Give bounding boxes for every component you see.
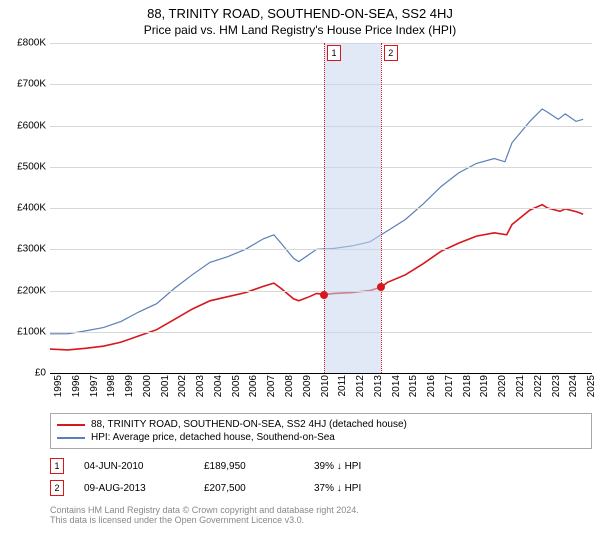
sales-table: 1 04-JUN-2010 £189,950 39% ↓ HPI 2 09-AUG-201…	[50, 455, 592, 499]
attribution-text: Contains HM Land Registry data © Crown c…	[50, 505, 592, 525]
chart-x-tick-label: 2018	[462, 375, 473, 397]
chart-subtitle: Price paid vs. HM Land Registry's House …	[0, 21, 600, 43]
chart-x-tick-label: 2023	[551, 375, 562, 397]
sales-price: £207,500	[204, 483, 294, 494]
chart-marker-label: 2	[384, 45, 398, 61]
sales-price: £189,950	[204, 461, 294, 472]
chart-x-tick-label: 2015	[408, 375, 419, 397]
chart-gridline	[50, 126, 592, 127]
legend-swatch	[57, 437, 85, 439]
sales-marker: 1	[50, 458, 64, 474]
chart-title: 88, TRINITY ROAD, SOUTHEND-ON-SEA, SS2 4…	[0, 0, 600, 21]
chart-x-tick-label: 2009	[302, 375, 313, 397]
chart-y-tick-label: £700K	[17, 79, 46, 90]
chart-x-tick-label: 2014	[391, 375, 402, 397]
chart-x-tick-label: 2017	[444, 375, 455, 397]
sales-row: 2 09-AUG-2013 £207,500 37% ↓ HPI	[50, 477, 592, 499]
chart-x-tick-label: 2008	[284, 375, 295, 397]
chart-x-tick-label: 2011	[337, 375, 348, 397]
chart-x-axis: 1995 1996 1997 1998 1999 2000 2001 2002 2003 2004…	[50, 373, 592, 409]
chart-x-tick-label: 2005	[231, 375, 242, 397]
attribution-line2: This data is licensed under the Open Gov…	[50, 515, 592, 525]
chart-gridline	[50, 84, 592, 85]
chart-x-tick-label: 2013	[373, 375, 384, 397]
chart-x-tick-label: 2000	[142, 375, 153, 397]
chart-series-point	[377, 283, 385, 291]
chart-x-tick-label: 2025	[586, 375, 597, 397]
chart-x-tick-label: 2004	[213, 375, 224, 397]
legend-item: HPI: Average price, detached house, Sout…	[57, 431, 585, 444]
chart-x-tick-label: 2006	[248, 375, 259, 397]
chart-gridline	[50, 167, 592, 168]
chart-marker-line	[381, 43, 382, 373]
chart-x-tick-label: 1996	[71, 375, 82, 397]
chart-x-tick-label: 2010	[320, 375, 331, 397]
legend-label: 88, TRINITY ROAD, SOUTHEND-ON-SEA, SS2 4…	[91, 419, 407, 430]
chart-gridline	[50, 208, 592, 209]
chart-x-tick-label: 2020	[497, 375, 508, 397]
chart-x-tick-label: 2001	[160, 375, 171, 397]
chart-series-line	[50, 205, 583, 350]
chart-gridline	[50, 249, 592, 250]
attribution-line1: Contains HM Land Registry data © Crown c…	[50, 505, 592, 515]
chart-legend: 88, TRINITY ROAD, SOUTHEND-ON-SEA, SS2 4…	[50, 413, 592, 449]
chart-series-point	[320, 291, 328, 299]
sales-date: 04-JUN-2010	[84, 461, 184, 472]
sales-vs-hpi: 39% ↓ HPI	[314, 461, 424, 472]
legend-swatch	[57, 424, 85, 426]
chart-gridline	[50, 332, 592, 333]
chart-x-tick-label: 2003	[195, 375, 206, 397]
chart-y-tick-label: £800K	[17, 38, 46, 49]
chart-y-tick-label: £100K	[17, 326, 46, 337]
sales-row: 1 04-JUN-2010 £189,950 39% ↓ HPI	[50, 455, 592, 477]
legend-item: 88, TRINITY ROAD, SOUTHEND-ON-SEA, SS2 4…	[57, 418, 585, 431]
chart-y-tick-label: £600K	[17, 120, 46, 131]
chart-marker-label: 1	[327, 45, 341, 61]
chart-marker-line	[324, 43, 325, 373]
sales-date: 09-AUG-2013	[84, 483, 184, 494]
chart-x-tick-label: 2024	[568, 375, 579, 397]
chart-y-tick-label: £400K	[17, 203, 46, 214]
chart-x-tick-label: 1999	[124, 375, 135, 397]
chart-y-tick-label: £200K	[17, 285, 46, 296]
chart-x-tick-label: 2022	[533, 375, 544, 397]
chart-x-tick-label: 2002	[177, 375, 188, 397]
chart-x-tick-label: 2012	[355, 375, 366, 397]
chart-plot-area: £0£100K£200K£300K£400K£500K£600K£700K£80…	[50, 43, 592, 373]
chart-x-tick-label: 2021	[515, 375, 526, 397]
chart-y-tick-label: £0	[35, 368, 46, 379]
sales-marker: 2	[50, 480, 64, 496]
chart-y-tick-label: £300K	[17, 244, 46, 255]
chart-x-tick-label: 2019	[479, 375, 490, 397]
chart-series-line	[50, 109, 583, 334]
chart-gridline	[50, 43, 592, 44]
sales-vs-hpi: 37% ↓ HPI	[314, 483, 424, 494]
legend-label: HPI: Average price, detached house, Sout…	[91, 432, 335, 443]
chart-y-tick-label: £500K	[17, 161, 46, 172]
chart-x-tick-label: 2016	[426, 375, 437, 397]
chart-x-tick-label: 1998	[106, 375, 117, 397]
chart-x-tick-label: 1995	[53, 375, 64, 397]
chart-highlight-band	[324, 43, 381, 373]
chart-x-tick-label: 1997	[89, 375, 100, 397]
chart-x-tick-label: 2007	[266, 375, 277, 397]
